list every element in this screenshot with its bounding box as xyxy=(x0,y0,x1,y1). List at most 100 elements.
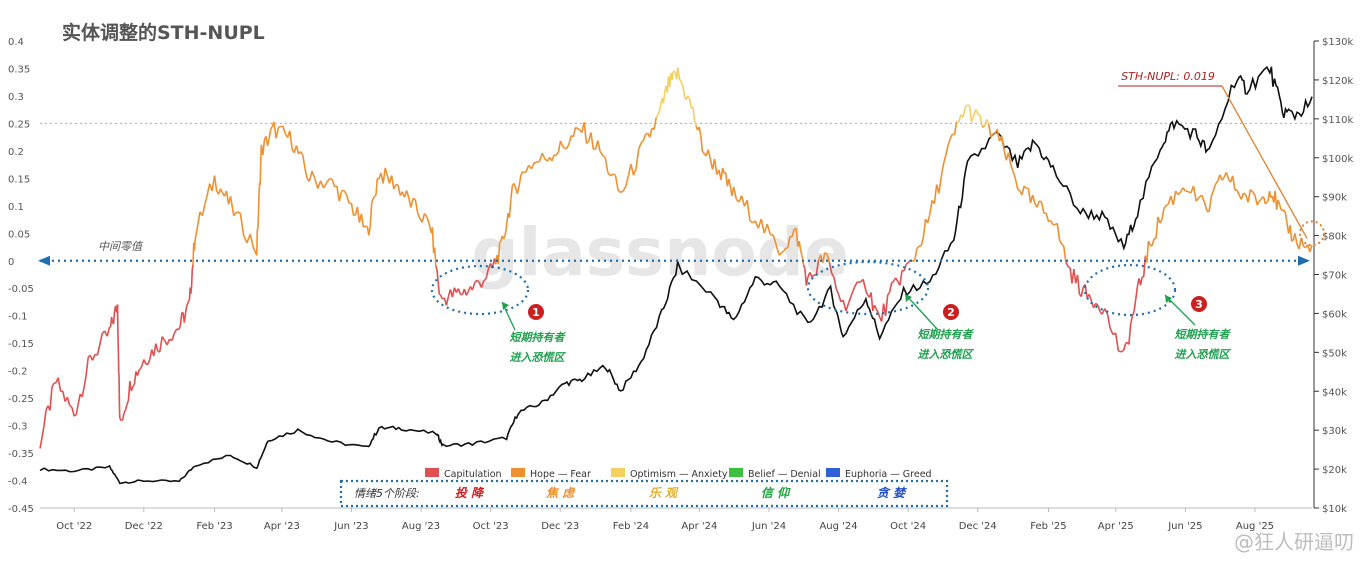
sth-nupl-segment xyxy=(1284,212,1288,224)
sth-nupl-segment xyxy=(828,262,833,274)
sth-nupl-segment xyxy=(363,225,366,228)
zone-text-line2: 进入恐慌区 xyxy=(510,351,567,364)
sth-nupl-segment xyxy=(627,163,632,176)
sth-nupl-segment xyxy=(562,145,566,150)
sth-nupl-segment xyxy=(1219,174,1223,181)
sth-nupl-segment xyxy=(894,277,899,282)
sth-nupl-segment xyxy=(1225,172,1230,180)
sth-nupl-segment xyxy=(179,312,183,326)
sth-nupl-segment xyxy=(671,71,674,80)
sth-nupl-segment xyxy=(1283,209,1287,214)
sth-nupl-segment xyxy=(255,229,259,256)
sth-nupl-segment xyxy=(831,272,835,278)
sth-nupl-segment xyxy=(393,184,397,190)
sth-nupl-segment xyxy=(583,122,588,144)
sth-nupl-segment xyxy=(1038,200,1043,204)
chart-title: 实体调整的STH-NUPL xyxy=(62,22,265,44)
sth-nupl-segment xyxy=(964,104,968,108)
sth-nupl-segment xyxy=(754,220,760,229)
sth-nupl-segment xyxy=(147,359,151,365)
sth-nupl-segment xyxy=(136,369,140,376)
sth-nupl-segment xyxy=(158,336,163,353)
y-left-tick-label: 0.2 xyxy=(8,147,24,158)
sth-nupl-segment xyxy=(842,300,847,312)
sth-nupl-segment xyxy=(282,125,287,135)
sth-nupl-segment xyxy=(145,363,149,366)
sth-nupl-segment xyxy=(153,343,157,357)
sth-nupl-segment xyxy=(1165,203,1169,207)
sth-nupl-segment xyxy=(899,270,903,286)
zero-line-arrow-left xyxy=(38,255,50,266)
sth-nupl-segment xyxy=(1097,305,1101,312)
sth-nupl-segment xyxy=(110,316,114,323)
sth-nupl-segment xyxy=(637,142,642,150)
sth-nupl-segment xyxy=(1067,265,1071,269)
sth-nupl-segment xyxy=(891,280,895,284)
sth-nupl-segment xyxy=(826,253,831,263)
sth-nupl-segment xyxy=(524,171,527,174)
phase-box-item: 焦 虑 xyxy=(546,486,576,500)
sth-nupl-segment xyxy=(802,264,806,269)
x-tick-label: Apr '25 xyxy=(1098,521,1134,532)
sth-nupl-segment xyxy=(653,117,657,130)
sth-nupl-segment xyxy=(502,234,506,240)
sth-nupl-segment xyxy=(295,145,300,155)
sth-nupl-segment xyxy=(206,183,211,195)
sth-nupl-segment xyxy=(1177,191,1182,196)
sth-nupl-segment xyxy=(425,216,430,224)
legend-label: Hope — Fear xyxy=(530,469,591,480)
sth-nupl-segment xyxy=(688,99,693,109)
phase-box-item: 信 仰 xyxy=(761,486,791,500)
sth-nupl-segment xyxy=(1161,208,1165,220)
sth-nupl-segment xyxy=(436,269,439,282)
y-left-tick-label: 0.15 xyxy=(8,174,30,185)
sth-nupl-segment xyxy=(201,204,206,216)
sth-nupl-segment xyxy=(530,162,535,170)
zone-text-line1: 短期持有者 xyxy=(918,328,975,341)
sth-nupl-segment xyxy=(795,228,799,247)
sth-nupl-segment xyxy=(787,236,791,248)
y-right-tick-label: $130k xyxy=(1322,37,1353,48)
sth-nupl-segment xyxy=(331,178,336,187)
sth-nupl-segment xyxy=(405,190,410,198)
sth-nupl-segment xyxy=(676,67,681,80)
sth-nupl-segment xyxy=(431,227,435,254)
sth-nupl-segment xyxy=(953,121,958,135)
y-left-tick-label: 0.25 xyxy=(8,119,30,130)
sth-nupl-segment xyxy=(1139,276,1143,286)
sth-nupl-segment xyxy=(498,240,502,244)
sth-nupl-segment xyxy=(49,387,53,411)
sth-nupl-segment xyxy=(862,279,867,292)
sth-nupl-segment xyxy=(139,364,143,369)
sth-nupl-segment xyxy=(811,274,815,278)
legend-swatch xyxy=(826,468,840,477)
zone-arrow-head xyxy=(502,302,509,310)
sth-nupl-segment xyxy=(551,154,555,162)
zone-arrow-head xyxy=(905,294,912,302)
y-right-tick-label: $100k xyxy=(1322,154,1353,165)
sth-nupl-segment xyxy=(1289,225,1293,242)
sth-nupl-segment xyxy=(763,223,769,234)
sth-nupl-segment xyxy=(485,268,490,280)
sth-nupl-segment xyxy=(1010,164,1014,172)
sth-nupl-segment xyxy=(1277,199,1281,205)
sth-nupl-segment xyxy=(555,151,560,156)
sth-nupl-segment xyxy=(1027,188,1032,204)
sth-nupl-segment xyxy=(850,286,856,295)
sth-nupl-segment xyxy=(421,213,426,223)
sth-nupl-segment xyxy=(69,404,73,408)
sth-nupl-segment xyxy=(397,184,401,196)
sth-nupl-segment xyxy=(213,175,218,191)
sth-nupl-segment xyxy=(798,241,802,251)
watermark: @狂人研逼叨 xyxy=(1234,530,1354,554)
sth-nupl-segment xyxy=(1000,136,1005,150)
series-btc-price-line xyxy=(39,65,1313,485)
sth-nupl-segment xyxy=(525,165,530,173)
sth-nupl-segment xyxy=(161,336,166,341)
sth-nupl-segment xyxy=(322,182,328,189)
sth-nupl-segment xyxy=(518,175,522,186)
sth-nupl-segment xyxy=(1106,313,1112,329)
fear-zone-ellipse xyxy=(1083,263,1177,317)
sth-nupl-segment xyxy=(505,213,509,226)
sth-nupl-segment xyxy=(360,213,365,228)
